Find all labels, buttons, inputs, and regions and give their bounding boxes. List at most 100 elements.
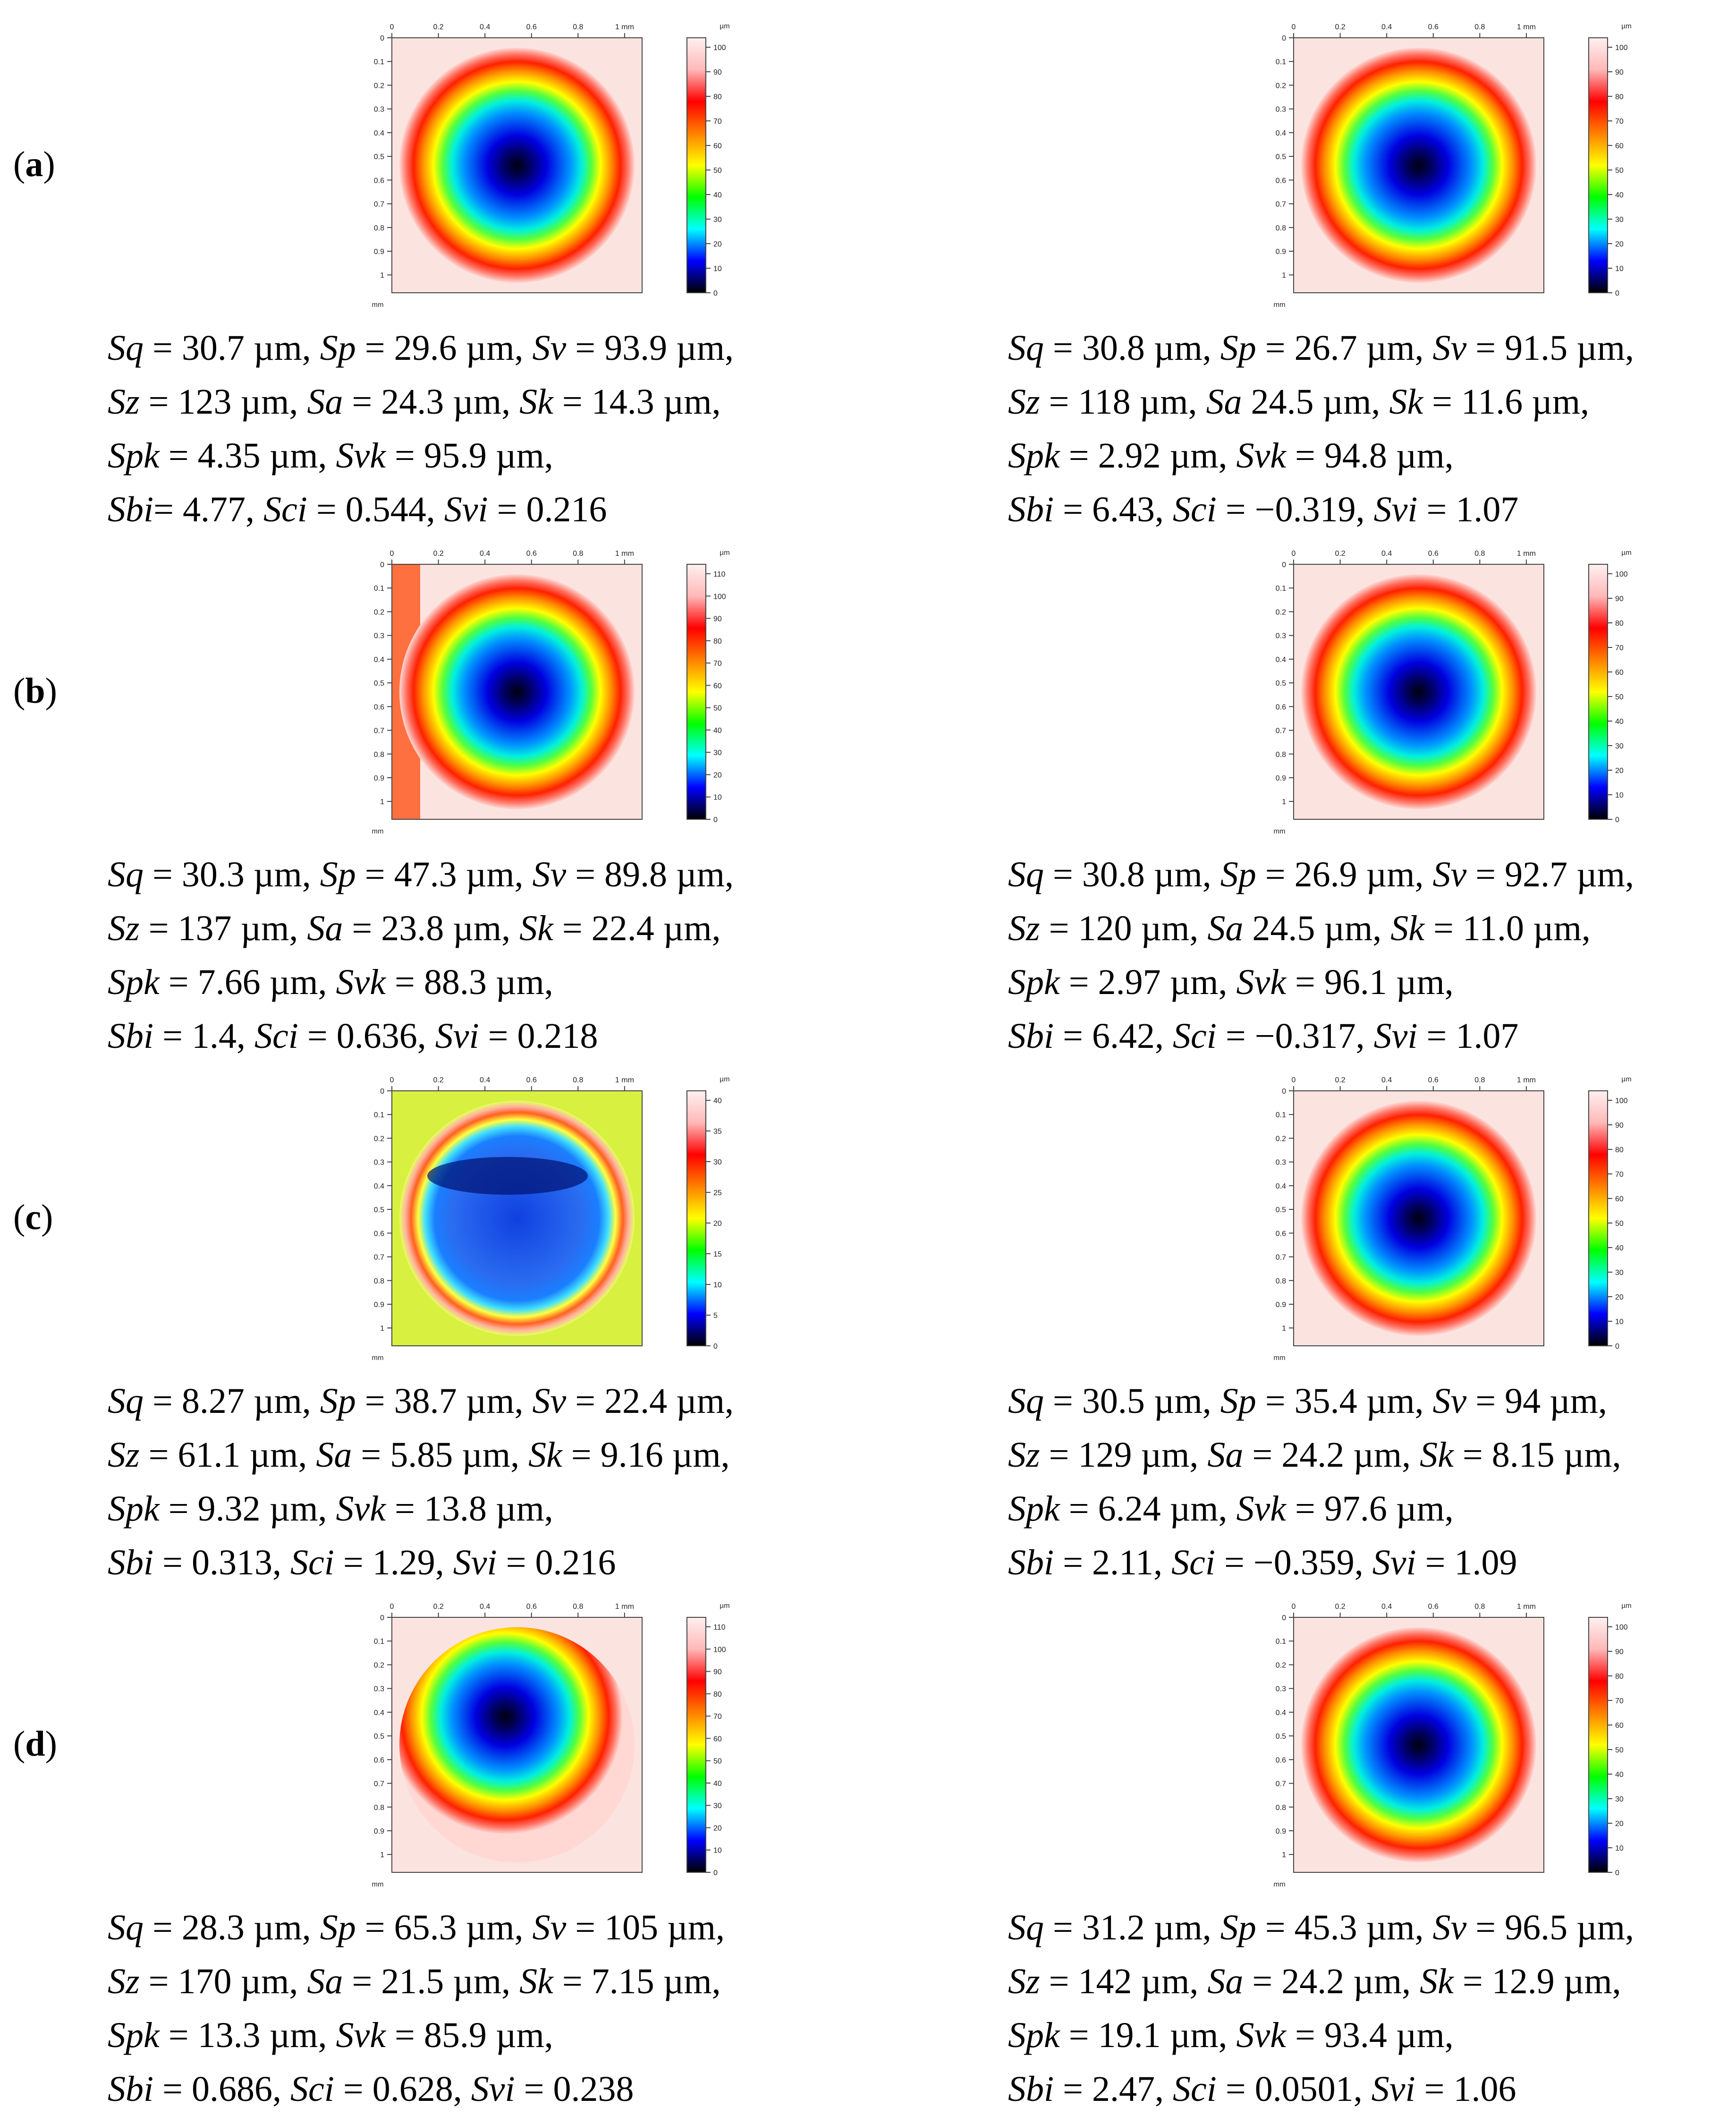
map-frame (1293, 37, 1544, 293)
param-symbol: Sq (108, 1381, 144, 1421)
y-tick-label: 1 (1282, 1851, 1286, 1859)
y-tick-label: 0.8 (1276, 1804, 1286, 1812)
y-tick-label: 0 (1282, 561, 1286, 569)
y-tick-label: 0.4 (374, 1182, 384, 1190)
height-map-a-1: 0 0.2 0.4 0.6 0.8 1 mm 0 0.1 0.2 0.3 0.4 0.5 0.6 0.7 0… (330, 9, 779, 321)
height-map-c-1: 0 0.2 0.4 0.6 0.8 1 mm 0 0.1 0.2 0.3 0.4 0.5 0.6 0.7 0… (330, 1062, 779, 1374)
scale-tick-label: 80 (1615, 620, 1624, 628)
scale-tick-label: 80 (1615, 1146, 1624, 1154)
x-tick-label: 0.8 (573, 23, 583, 31)
param-value: = 24.3 µm, (343, 382, 520, 422)
scale-tick-label: 40 (713, 1780, 722, 1788)
row-letter: a (25, 144, 43, 184)
param-line: Spk = 13.3 µm, Svk = 85.9 µm, (108, 2008, 725, 2062)
y-tick-label: 0.1 (1276, 58, 1286, 66)
y-tick-label: 0.8 (1276, 224, 1286, 232)
y-tick-label: 0.1 (374, 58, 384, 66)
color-scale-bar (1588, 564, 1608, 820)
y-tick-label: 1 (1282, 798, 1286, 806)
y-tick-label: 0.2 (1276, 82, 1286, 90)
x-tick-label: 1 mm (1517, 1603, 1536, 1611)
scale-tick-label: 60 (713, 682, 722, 690)
color-scale-unit: µm (720, 22, 729, 30)
param-value: = 38.7 µm, (356, 1381, 533, 1421)
param-line: Sz = 118 µm, Sa 24.5 µm, Sk = 11.6 µm, (1008, 375, 1634, 429)
param-value: = 47.3 µm, (356, 855, 533, 894)
param-line: Sbi = 0.313, Sci = 1.29, Svi = 0.216 (108, 1536, 734, 1589)
scale-tick-label: 10 (713, 265, 722, 273)
scale-tick-label: 30 (1615, 1795, 1624, 1803)
param-value: = 35.4 µm, (1256, 1381, 1433, 1421)
y-tick-label: 0.7 (374, 1780, 384, 1788)
param-symbol: Sa (307, 382, 343, 422)
x-tick-label: 0.6 (526, 550, 537, 558)
param-symbol: Sq (108, 1908, 144, 1947)
y-tick-label: 0.8 (374, 1804, 384, 1812)
row-letter: b (25, 671, 45, 711)
map-frame (391, 1617, 643, 1873)
y-tick-label: 0.5 (1276, 153, 1286, 161)
param-symbol: Sz (108, 1962, 140, 2001)
param-symbol: Sp (320, 328, 356, 368)
scale-tick-label: 40 (1615, 718, 1624, 726)
param-value: = 1.09 (1416, 1543, 1517, 1582)
param-symbol: Sp (1220, 328, 1256, 368)
scale-tick-label: 30 (713, 1802, 722, 1810)
param-line: Sz = 120 µm, Sa 24.5 µm, Sk = 11.0 µm, (1008, 901, 1634, 955)
param-symbol: Spk (1008, 1489, 1060, 1529)
param-value: = 93.4 µm, (1286, 2015, 1454, 2055)
color-scale-unit: µm (1621, 1075, 1631, 1083)
y-tick-label: 0.5 (374, 153, 384, 161)
color-scale-bar (686, 1617, 706, 1873)
param-symbol: Svk (1236, 962, 1286, 1002)
x-tick-label: 0.4 (480, 23, 490, 31)
param-symbol: Sz (108, 1435, 140, 1475)
scale-tick-label: 80 (713, 93, 722, 101)
param-value: = 1.06 (1415, 2069, 1516, 2109)
y-tick-label: 0.6 (1276, 703, 1286, 711)
y-tick-label: 0.5 (1276, 1733, 1286, 1741)
param-value: = 0.218 (479, 1016, 598, 1056)
param-symbol: Sq (1008, 328, 1044, 368)
param-value: = 1.4, (153, 1016, 254, 1056)
scale-tick-label: 40 (1615, 1244, 1624, 1252)
roughness-params-d-2: Sq = 31.2 µm, Sp = 45.3 µm, Sv = 96.5 µm… (1008, 1901, 1634, 2116)
param-symbol: Sp (1220, 1908, 1256, 1947)
param-symbol: Sci (1173, 490, 1217, 529)
param-value: = −0.359, (1215, 1543, 1372, 1582)
scale-tick-label: 90 (713, 615, 722, 623)
param-value: = 8.27 µm, (144, 1381, 320, 1421)
param-value: = 30.3 µm, (144, 855, 320, 894)
y-axis-unit: mm (1274, 1354, 1286, 1362)
map-frame (391, 37, 643, 293)
scale-tick-label: 20 (713, 1824, 722, 1832)
param-symbol: Svk (336, 1489, 386, 1529)
param-line: Spk = 7.66 µm, Svk = 88.3 µm, (108, 955, 734, 1009)
param-line: Sq = 8.27 µm, Sp = 38.7 µm, Sv = 22.4 µm… (108, 1374, 734, 1428)
row-label-c: (c) (13, 1198, 53, 1237)
param-value: = 11.0 µm, (1424, 909, 1591, 948)
x-tick-label: 0.6 (526, 23, 537, 31)
x-tick-label: 0.4 (1381, 1076, 1392, 1084)
x-tick-label: 0.2 (1335, 1603, 1345, 1611)
param-symbol: Svi (471, 2069, 515, 2109)
param-line: Sbi = 2.47, Sci = 0.0501, Svi = 1.06 (1008, 2062, 1634, 2116)
y-tick-label: 0.4 (1276, 1182, 1286, 1190)
param-symbol: Sa (316, 1435, 352, 1475)
scale-tick-label: 80 (1615, 1673, 1624, 1681)
param-symbol: Sbi (108, 490, 154, 529)
y-tick-label: 0.6 (1276, 1230, 1286, 1238)
color-scale-bar (686, 1090, 706, 1346)
x-tick-label: 0.8 (1474, 23, 1485, 31)
param-symbol: Spk (108, 436, 160, 476)
scale-tick-label: 80 (1615, 93, 1624, 101)
param-value: 24.5 µm, (1242, 382, 1389, 422)
scale-tick-label: 100 (1615, 1623, 1628, 1632)
scale-tick-label: 20 (713, 771, 722, 779)
y-tick-label: 0.9 (374, 774, 384, 782)
param-value: = 2.11, (1054, 1543, 1172, 1582)
y-tick-label: 0.3 (1276, 106, 1286, 114)
param-symbol: Sbi (1008, 1016, 1054, 1056)
param-value: = 94.8 µm, (1286, 436, 1454, 476)
scale-tick-label: 50 (713, 167, 722, 175)
